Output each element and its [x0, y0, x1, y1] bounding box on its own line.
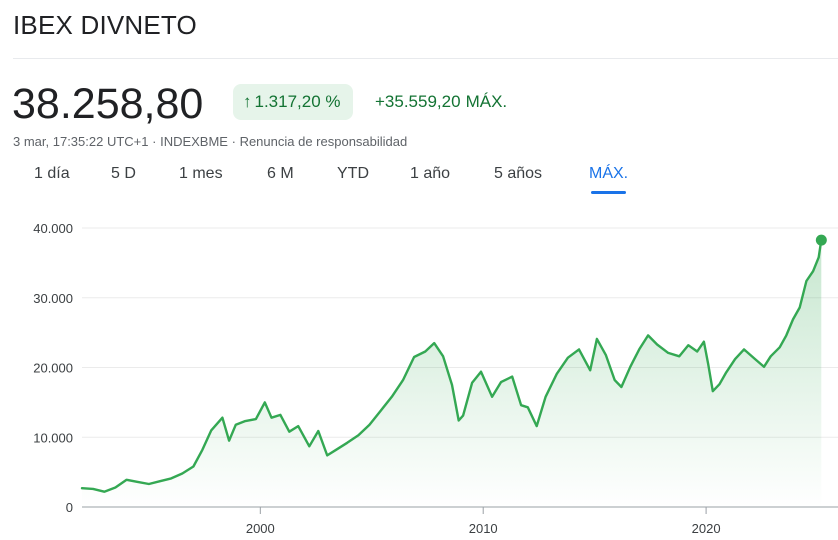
- change-absolute: +35.559,20 MÁX.: [375, 92, 507, 112]
- meta-separator: ·: [231, 134, 240, 149]
- y-tick-label: 20.000: [33, 361, 73, 376]
- tab-1-month[interactable]: 1 mes: [179, 165, 223, 182]
- tab-max[interactable]: MÁX.: [589, 165, 629, 194]
- header-divider: [13, 58, 838, 59]
- disclaimer-link[interactable]: Renuncia de responsabilidad: [239, 134, 408, 149]
- x-tick-label: 2010: [469, 521, 498, 536]
- change-period: MÁX.: [465, 92, 508, 111]
- tab-6-months[interactable]: 6 M: [267, 165, 294, 182]
- tab-ytd[interactable]: YTD: [337, 165, 369, 182]
- quote-meta: 3 mar, 17:35:22 UTC+1 · INDEXBME · Renun…: [13, 134, 407, 149]
- price-chart[interactable]: 40.000 30.000 20.000 10.000 0 2000 2010 2020: [0, 205, 838, 540]
- change-percent: 1.317,20 %: [254, 92, 341, 111]
- x-tick-label: 2000: [246, 521, 275, 536]
- tab-1-day[interactable]: 1 día: [34, 165, 70, 182]
- quote-exchange: INDEXBME: [160, 134, 228, 149]
- arrow-up-icon: ↑: [243, 92, 252, 111]
- y-tick-label: 10.000: [33, 430, 73, 445]
- y-axis-labels: 40.000 30.000 20.000 10.000 0: [33, 221, 73, 515]
- tab-5-years[interactable]: 5 años: [494, 165, 543, 182]
- y-tick-label: 30.000: [33, 291, 73, 306]
- tab-5-days[interactable]: 5 D: [111, 165, 136, 182]
- y-tick-label: 40.000: [33, 221, 73, 236]
- y-tick-label: 0: [66, 500, 73, 515]
- quote-timestamp: 3 mar, 17:35:22 UTC+1: [13, 134, 149, 149]
- change-absolute-value: +35.559,20: [375, 92, 461, 111]
- current-price: 38.258,80: [12, 80, 204, 128]
- page-title: IBEX DIVNETO: [13, 10, 197, 40]
- x-tick-label: 2020: [692, 521, 721, 536]
- price-area-fill: [82, 240, 822, 507]
- price-line: [80, 238, 823, 493]
- tab-1-year[interactable]: 1 año: [410, 165, 451, 182]
- x-axis: 2000 2010 2020: [246, 507, 721, 536]
- latest-price-marker: [815, 234, 827, 246]
- change-percent-badge: ↑ 1.317,20 %: [233, 84, 353, 120]
- meta-separator: ·: [152, 134, 161, 149]
